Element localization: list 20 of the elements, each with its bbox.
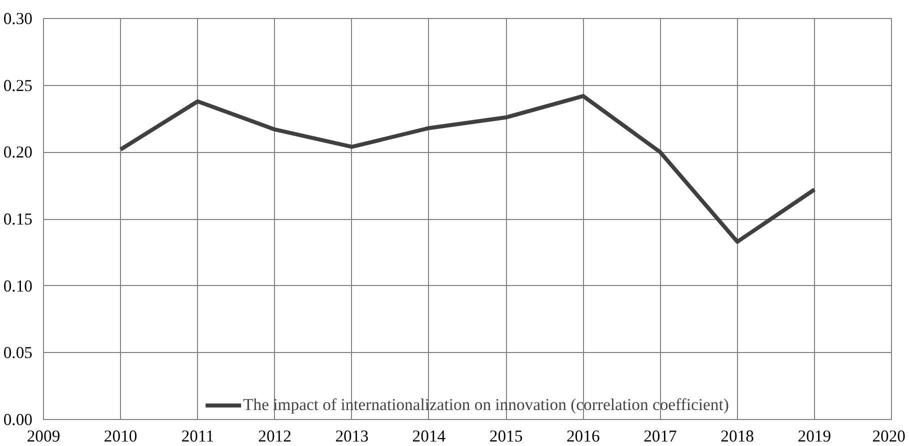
x-tick-label: 2015	[489, 426, 523, 446]
x-tick-label: 2010	[104, 426, 138, 446]
x-tick-label: 2014	[412, 426, 446, 446]
line-series	[118, 94, 816, 244]
x-tick-label: 2020	[872, 426, 906, 446]
y-tick-label: 0.25	[3, 76, 33, 95]
y-tick-label: 0.00	[3, 410, 33, 429]
y-tick-label: 0.10	[3, 276, 33, 296]
y-tick-label: 0.15	[3, 210, 33, 228]
y-tick-label: 0.20	[3, 142, 33, 162]
x-tick-label: 2017	[644, 426, 677, 446]
x-tick-label: 2013	[335, 426, 369, 446]
y-tick-label: 0.05	[3, 343, 33, 362]
x-tick-label: 2011	[181, 426, 214, 446]
x-tick-label: 2009	[26, 426, 60, 446]
y-tick-label: 0.30	[3, 9, 33, 28]
x-tick-label: 2016	[566, 426, 600, 446]
x-tick-label: 2012	[258, 426, 292, 446]
x-tick-label: 2018	[720, 426, 754, 446]
x-tick-label: 2019	[798, 426, 832, 446]
